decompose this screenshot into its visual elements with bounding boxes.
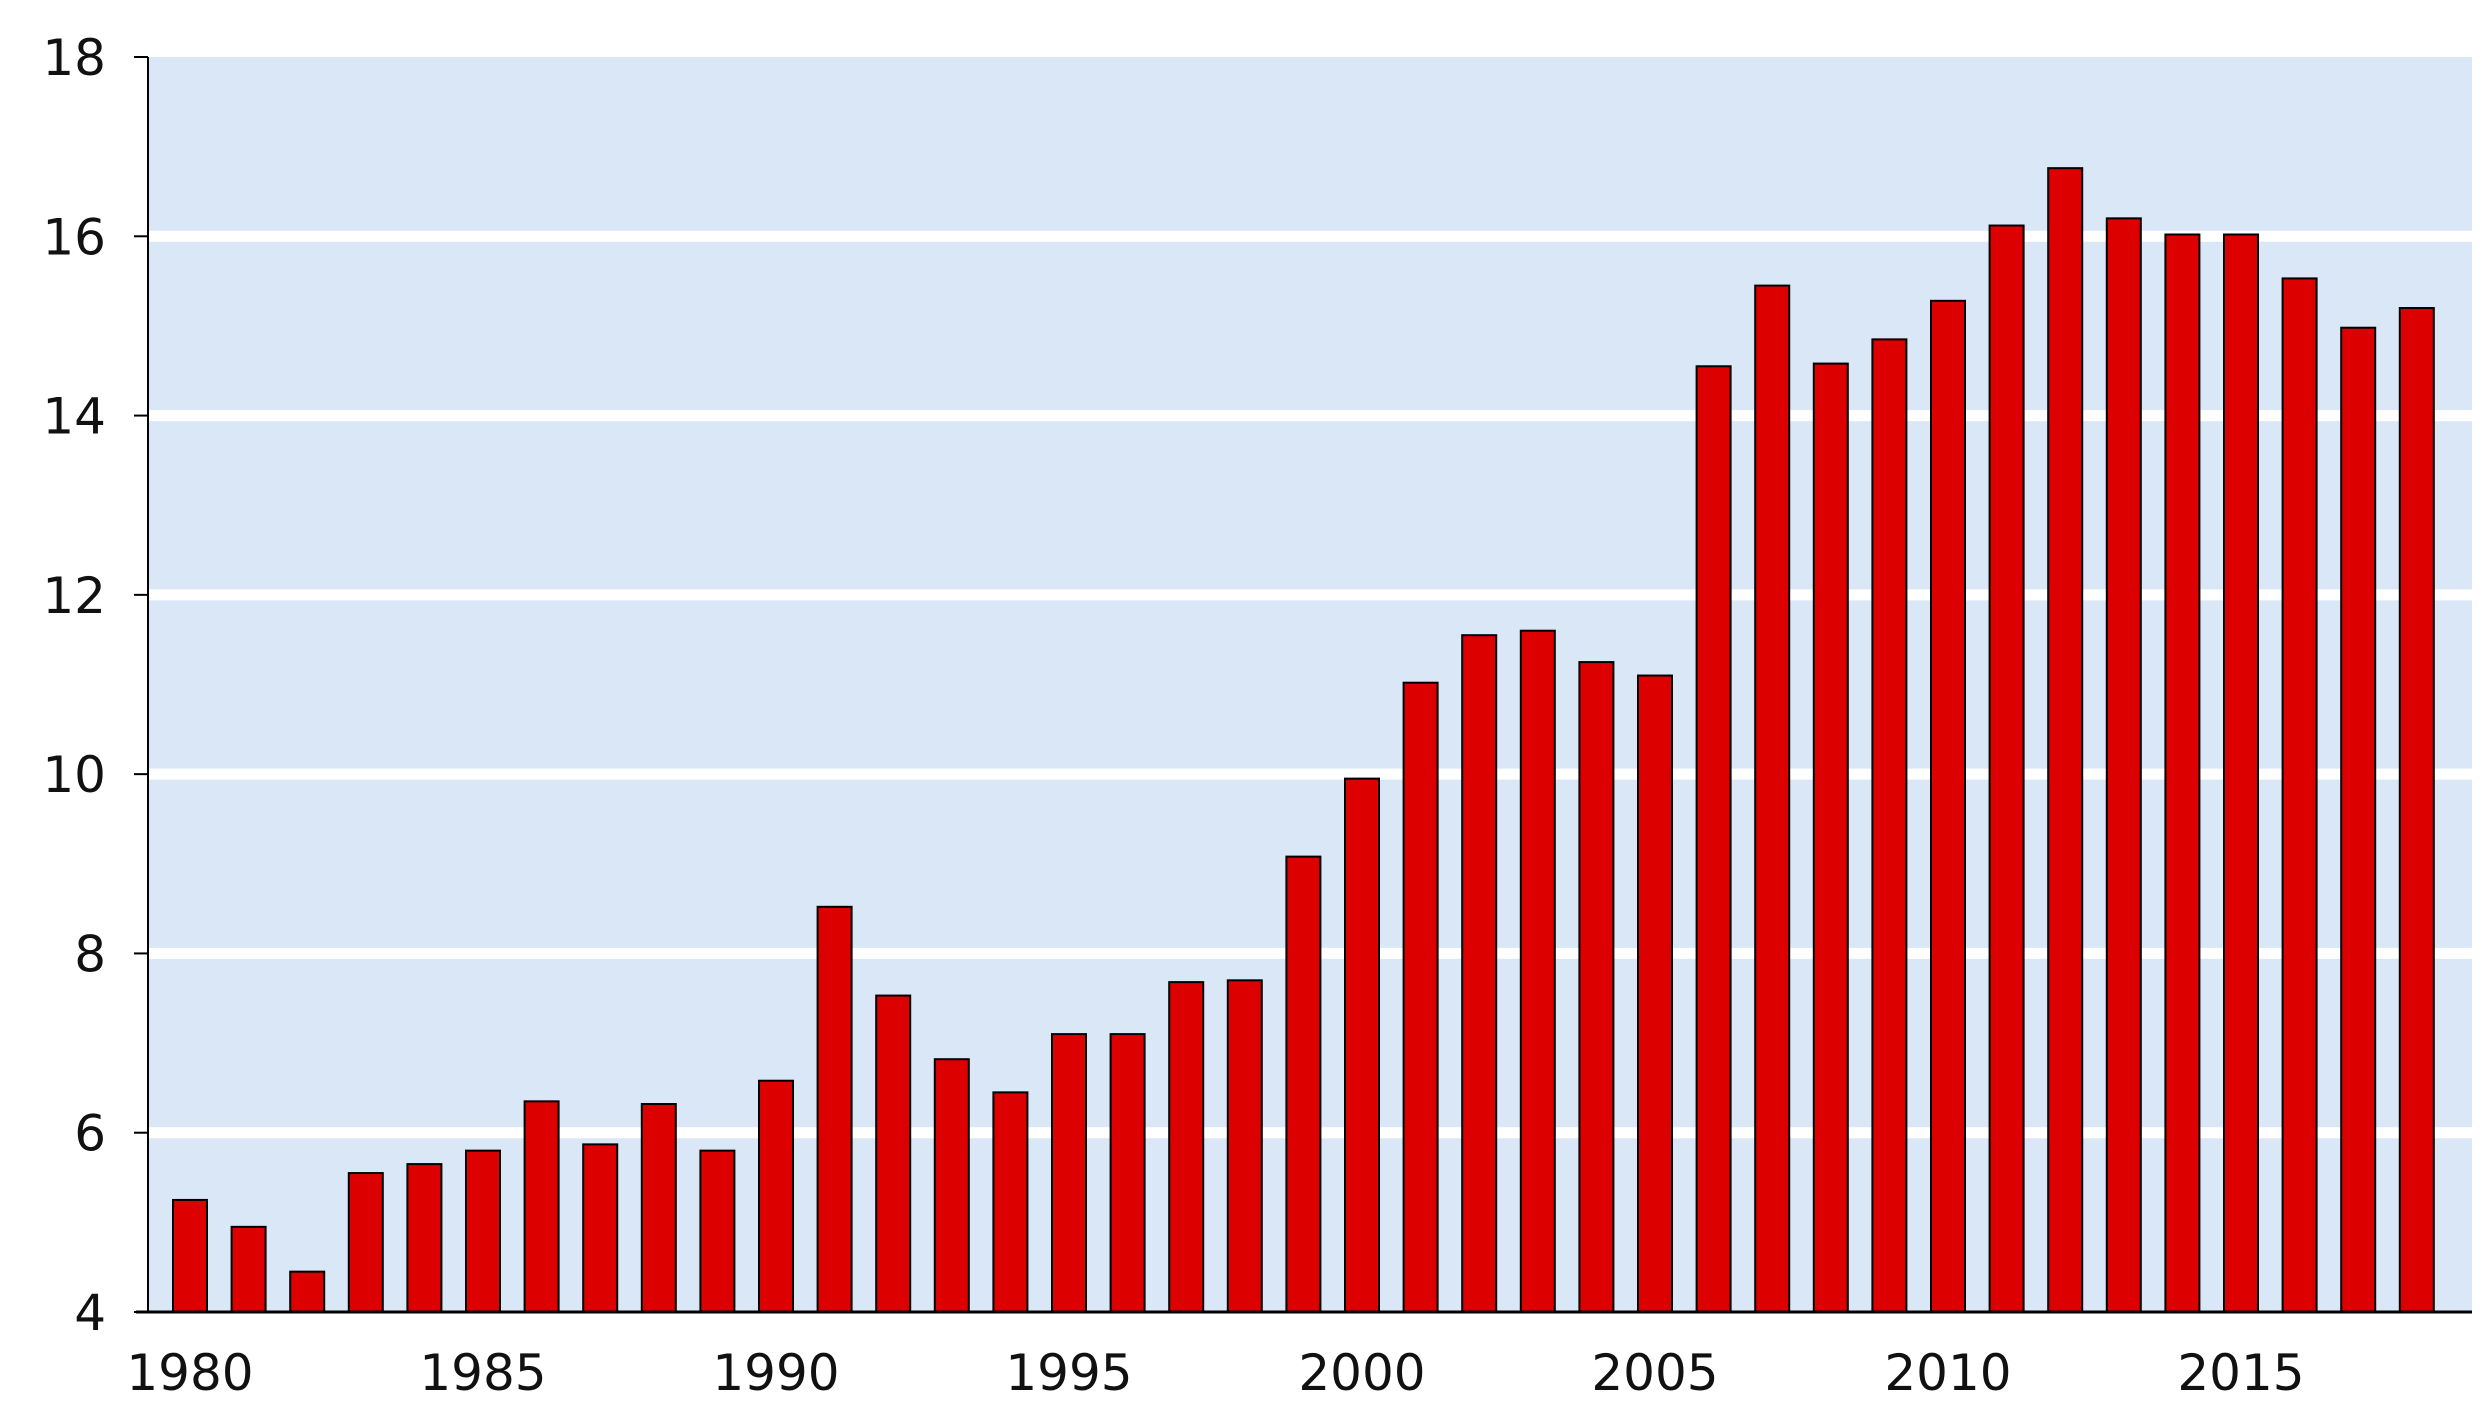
x-tick-label-2000: 2000 [1298, 1344, 1425, 1402]
x-tick-label-2005: 2005 [1591, 1344, 1718, 1402]
bar-2004 [1578, 661, 1615, 1313]
bar-2003 [1519, 629, 1556, 1313]
y-tick-label-8: 8 [74, 925, 106, 983]
x-tick-label-1980: 1980 [126, 1344, 253, 1402]
x-axis-ticks: 1980 1985 1990 1995 2000 2005 2010 2015 [126, 1344, 2304, 1402]
bar-2006 [1695, 365, 1732, 1313]
bar-2012 [2047, 167, 2084, 1314]
bar-1999 [1285, 855, 1322, 1313]
y-tick-label-4: 4 [74, 1284, 106, 1342]
bar-1992 [875, 994, 912, 1314]
x-tick-label-1995: 1995 [1005, 1344, 1132, 1402]
bar-2011 [1988, 224, 2025, 1313]
bar-1993 [933, 1058, 970, 1314]
bar-2015 [2223, 233, 2259, 1314]
bar-1985 [465, 1149, 501, 1313]
x-tick-label-1990: 1990 [712, 1344, 839, 1402]
bar-2007 [1754, 284, 1791, 1314]
bar-2014 [2164, 233, 2201, 1314]
bar-2013 [2105, 217, 2142, 1313]
bar-1991 [816, 905, 853, 1313]
bar-2017 [2340, 326, 2377, 1313]
bar-1984 [406, 1163, 443, 1313]
y-tick-label-16: 16 [42, 208, 106, 266]
x-tick-label-2015: 2015 [2177, 1344, 2304, 1402]
bar-1989 [699, 1149, 736, 1313]
bar-1997 [1168, 981, 1205, 1313]
bar-2002 [1461, 634, 1498, 1313]
y-tick-label-14: 14 [42, 388, 106, 446]
bar-2016 [2281, 277, 2318, 1313]
bar-1990 [758, 1079, 794, 1313]
bar-1982 [289, 1270, 326, 1314]
y-tick-label-6: 6 [74, 1105, 106, 1163]
bar-2018 [2398, 307, 2435, 1313]
bar-1998 [1226, 979, 1263, 1313]
bar-2005 [1637, 674, 1673, 1313]
y-axis-ticks: 4 6 8 10 12 14 16 18 [42, 29, 148, 1342]
bar-1994 [992, 1091, 1029, 1313]
x-tick-label-1985: 1985 [419, 1344, 546, 1402]
bar-2001 [1402, 681, 1439, 1313]
bar-1981 [230, 1225, 267, 1313]
axes [136, 57, 2472, 1314]
bar-1983 [347, 1172, 384, 1314]
bar-1986 [523, 1100, 560, 1313]
bar-2000 [1344, 777, 1380, 1313]
y-tick-label-10: 10 [42, 746, 106, 804]
bar-2009 [1871, 338, 1908, 1313]
y-tick-label-12: 12 [42, 567, 106, 625]
bar-2008 [1812, 362, 1849, 1314]
bar-1980 [172, 1198, 208, 1313]
bar-1987 [582, 1143, 619, 1313]
y-tick-label-18: 18 [42, 29, 106, 87]
x-tick-label-2010: 2010 [1884, 1344, 2011, 1402]
bar-1988 [640, 1103, 677, 1313]
bar-1996 [1109, 1033, 1146, 1314]
bar-1995 [1051, 1033, 1087, 1314]
bar-2010 [1930, 299, 1966, 1314]
